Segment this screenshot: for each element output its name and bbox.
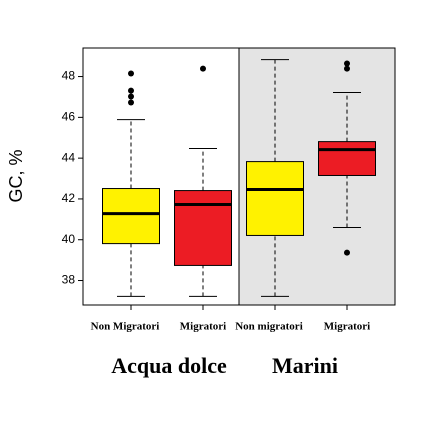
x-tick-label: Migratori [180,321,226,333]
y-tick-label: 40 [62,232,76,246]
outlier [128,87,134,94]
plot-frame [82,47,396,306]
group-label: Marini [272,353,338,378]
y-tick-label: 38 [62,273,76,287]
box [174,190,232,266]
y-tick-label: 46 [62,110,76,124]
group-label: Acqua dolce [111,353,227,378]
y-tick-label: 48 [62,69,76,83]
outlier [344,65,350,72]
outlier [200,65,206,72]
outlier [128,99,134,106]
outlier [344,249,350,256]
y-tick-label: 44 [62,150,76,164]
outlier [128,70,134,77]
x-tick-label: Migratori [324,321,370,333]
x-tick-label: Non migratori [235,321,303,333]
x-tick-label: Non Migratori [91,321,160,333]
y-tick-label: 42 [62,191,76,205]
box [318,141,376,176]
outlier [128,93,134,100]
y-axis-label: GC, % [6,149,26,202]
outlier [344,60,350,67]
box [246,161,304,236]
box [102,188,160,245]
